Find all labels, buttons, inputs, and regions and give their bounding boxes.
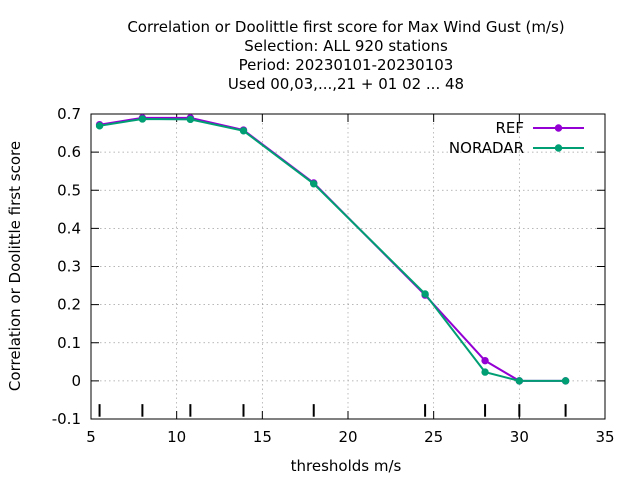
series-line: [99, 117, 566, 382]
data-point: [310, 180, 318, 188]
y-tick-label: 0.6: [57, 143, 81, 161]
data-point: [515, 377, 524, 385]
y-tick-label: 0.4: [57, 219, 81, 237]
title-line-4: Used 00,03,...,21 + 01 02 ... 48: [228, 75, 464, 93]
y-tick-label: 0.1: [57, 334, 81, 352]
series-line: [99, 116, 566, 382]
data-point: [481, 356, 489, 365]
data-point: [186, 115, 195, 124]
data-point: [481, 368, 489, 376]
data-point: [239, 127, 248, 135]
legend-swatch-point: [554, 144, 563, 152]
data-point: [561, 377, 570, 385]
x-tick-label: 15: [253, 428, 272, 446]
x-axis-label: thresholds m/s: [291, 457, 402, 475]
chart-title: Correlation or Doolittle first score for…: [127, 18, 564, 93]
x-tick-label: 20: [338, 428, 357, 446]
grid: [91, 114, 605, 419]
threshold-marks: [98, 404, 567, 417]
legend-label: REF: [495, 119, 524, 137]
x-tick-label: 10: [167, 428, 186, 446]
y-tick-label: 0.3: [57, 258, 81, 276]
y-tick-label: -0.1: [52, 410, 81, 428]
data-point: [95, 122, 104, 130]
data-point: [421, 290, 429, 298]
y-tick-label: 0.2: [57, 296, 81, 314]
y-tick-label: 0.5: [57, 181, 81, 199]
x-tick-label: 5: [86, 428, 96, 446]
x-tick-label: 30: [510, 428, 529, 446]
legend-swatch-point: [554, 124, 563, 132]
y-tick-label: 0.7: [57, 105, 81, 123]
y-axis-label: Correlation or Doolittle first score: [6, 141, 24, 391]
x-tick-label: 25: [424, 428, 443, 446]
series-group: [95, 114, 570, 385]
title-line-3: Period: 20230101-20230103: [239, 56, 454, 74]
y-tick-label: 0: [71, 372, 81, 390]
title-line-1: Correlation or Doolittle first score for…: [127, 18, 564, 36]
legend: REF NORADAR: [449, 119, 584, 157]
plot-frame: [90, 113, 606, 420]
title-line-2: Selection: ALL 920 stations: [244, 37, 448, 55]
data-point: [138, 115, 147, 123]
x-tick-label: 35: [595, 428, 614, 446]
axes: -0.1 0 0.1 0.2 0.3 0.4 0.5 0.6 0.7 5 10 15 20 25 30 35: [52, 105, 615, 446]
legend-label: NORADAR: [449, 139, 524, 157]
